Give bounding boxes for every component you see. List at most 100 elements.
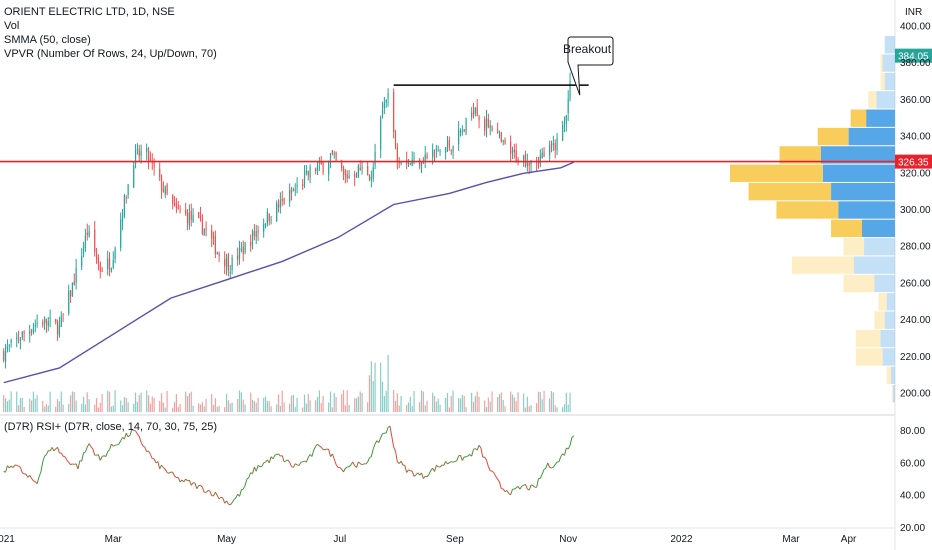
candle-body bbox=[133, 165, 135, 188]
candle-body bbox=[276, 203, 278, 221]
volume-bar bbox=[357, 396, 359, 412]
volume-bar bbox=[42, 400, 44, 412]
rsi-segment bbox=[185, 478, 188, 482]
rsi-segment bbox=[214, 491, 218, 496]
rsi-segment bbox=[408, 469, 411, 472]
rsi-segment bbox=[499, 481, 502, 489]
candle-body bbox=[537, 160, 540, 166]
legend-title[interactable]: ORIENT ELECTRIC LTD, 1D, NSE bbox=[4, 6, 175, 18]
rsi-segment bbox=[113, 444, 116, 447]
volume-bar bbox=[562, 407, 564, 412]
rsi-segment bbox=[168, 471, 172, 474]
volume-bar bbox=[448, 407, 450, 412]
volume-bar bbox=[133, 403, 135, 412]
vpvr-up-bar bbox=[866, 109, 895, 127]
volume-bar bbox=[515, 401, 517, 412]
rsi-segment bbox=[331, 453, 335, 460]
volume-bar bbox=[485, 407, 488, 412]
volume-bar bbox=[151, 396, 153, 412]
smma-series-line bbox=[3, 161, 575, 384]
volume-bar bbox=[283, 402, 285, 412]
volume-bar bbox=[565, 392, 567, 412]
volume-bar bbox=[121, 405, 124, 412]
candle-body bbox=[240, 248, 242, 250]
rsi-segment bbox=[365, 461, 369, 465]
rsi-legend[interactable]: (D7R) RSI+ (D7R, close, 14, 70, 30, 75, … bbox=[4, 420, 217, 434]
rsi-segment bbox=[201, 487, 205, 493]
volume-bar bbox=[543, 390, 545, 412]
rsi-segment bbox=[252, 466, 255, 474]
legend-smma[interactable]: SMMA (50, close) bbox=[4, 34, 91, 46]
volume-bar bbox=[446, 392, 449, 412]
rsi-segment bbox=[246, 477, 250, 480]
rsi-segment bbox=[133, 429, 136, 432]
candle-body bbox=[4, 350, 7, 362]
candle-body bbox=[294, 189, 296, 191]
rsi-segment bbox=[45, 450, 49, 455]
rsi-segment bbox=[436, 464, 439, 468]
rsi-segment bbox=[370, 448, 374, 457]
legend-vpvr[interactable]: VPVR (Number Of Rows, 24, Up/Down, 70) bbox=[4, 48, 217, 60]
volume-bar bbox=[450, 395, 452, 412]
volume-bar bbox=[472, 401, 475, 412]
candle-body bbox=[333, 153, 335, 155]
rsi-segment bbox=[241, 488, 244, 491]
candle-body bbox=[281, 199, 283, 201]
candle-body bbox=[472, 111, 475, 115]
rsi-segment bbox=[244, 479, 248, 486]
candle-body bbox=[17, 338, 20, 341]
candle-body bbox=[188, 212, 190, 226]
rsi-segment bbox=[296, 464, 300, 467]
rsi-pane bbox=[3, 425, 575, 506]
candle-body bbox=[203, 228, 205, 236]
candle-body bbox=[257, 230, 259, 233]
rsi-segment bbox=[29, 475, 32, 479]
volume-bar bbox=[164, 407, 166, 412]
candle-body bbox=[523, 155, 525, 161]
rsi-segment bbox=[465, 455, 469, 458]
volume-bar bbox=[452, 390, 454, 412]
volume-bar bbox=[437, 398, 439, 412]
candle-body bbox=[511, 149, 514, 153]
volume-bar bbox=[409, 396, 411, 412]
candle-body bbox=[172, 195, 174, 204]
volume-bar bbox=[489, 401, 491, 412]
volume-bar bbox=[166, 390, 168, 412]
rsi-segment bbox=[510, 489, 513, 495]
rsi-segment bbox=[153, 458, 157, 464]
candle-body bbox=[385, 99, 387, 103]
volume-bar bbox=[107, 390, 109, 412]
rsi-segment bbox=[81, 452, 85, 462]
levels: 384.05 326.35 bbox=[0, 48, 932, 169]
volume-bar bbox=[419, 402, 421, 412]
candle-body bbox=[515, 150, 517, 161]
volume-bar bbox=[199, 404, 202, 412]
volume-bar bbox=[346, 390, 348, 412]
rsi-segment bbox=[16, 464, 19, 467]
rsi-segment bbox=[44, 454, 47, 457]
candle-body bbox=[303, 174, 306, 186]
rsi-segment bbox=[66, 459, 70, 463]
rsi-segment bbox=[558, 456, 562, 462]
candle-body bbox=[175, 202, 178, 208]
candle-body bbox=[10, 339, 12, 343]
candle-body bbox=[229, 271, 231, 273]
rsi-segment bbox=[64, 456, 68, 461]
rsi-segment bbox=[190, 482, 194, 486]
candle-body bbox=[218, 253, 220, 257]
volume-bar bbox=[127, 402, 129, 412]
candle-body bbox=[47, 321, 49, 326]
legend-vol[interactable]: Vol bbox=[4, 20, 20, 32]
rsi-segment bbox=[148, 450, 151, 455]
candle-body bbox=[424, 154, 426, 162]
candle-body bbox=[120, 219, 122, 248]
volume-bar bbox=[315, 400, 317, 412]
candle-body bbox=[121, 216, 124, 222]
candle-body bbox=[73, 281, 75, 286]
volume-bar bbox=[552, 392, 554, 412]
candle-body bbox=[346, 174, 348, 179]
legend-rsi[interactable]: (D7R) RSI+ (D7R, close, 14, 70, 30, 75, … bbox=[4, 421, 218, 433]
volume-bar bbox=[320, 402, 322, 412]
vpvr-up-bar bbox=[884, 36, 895, 54]
